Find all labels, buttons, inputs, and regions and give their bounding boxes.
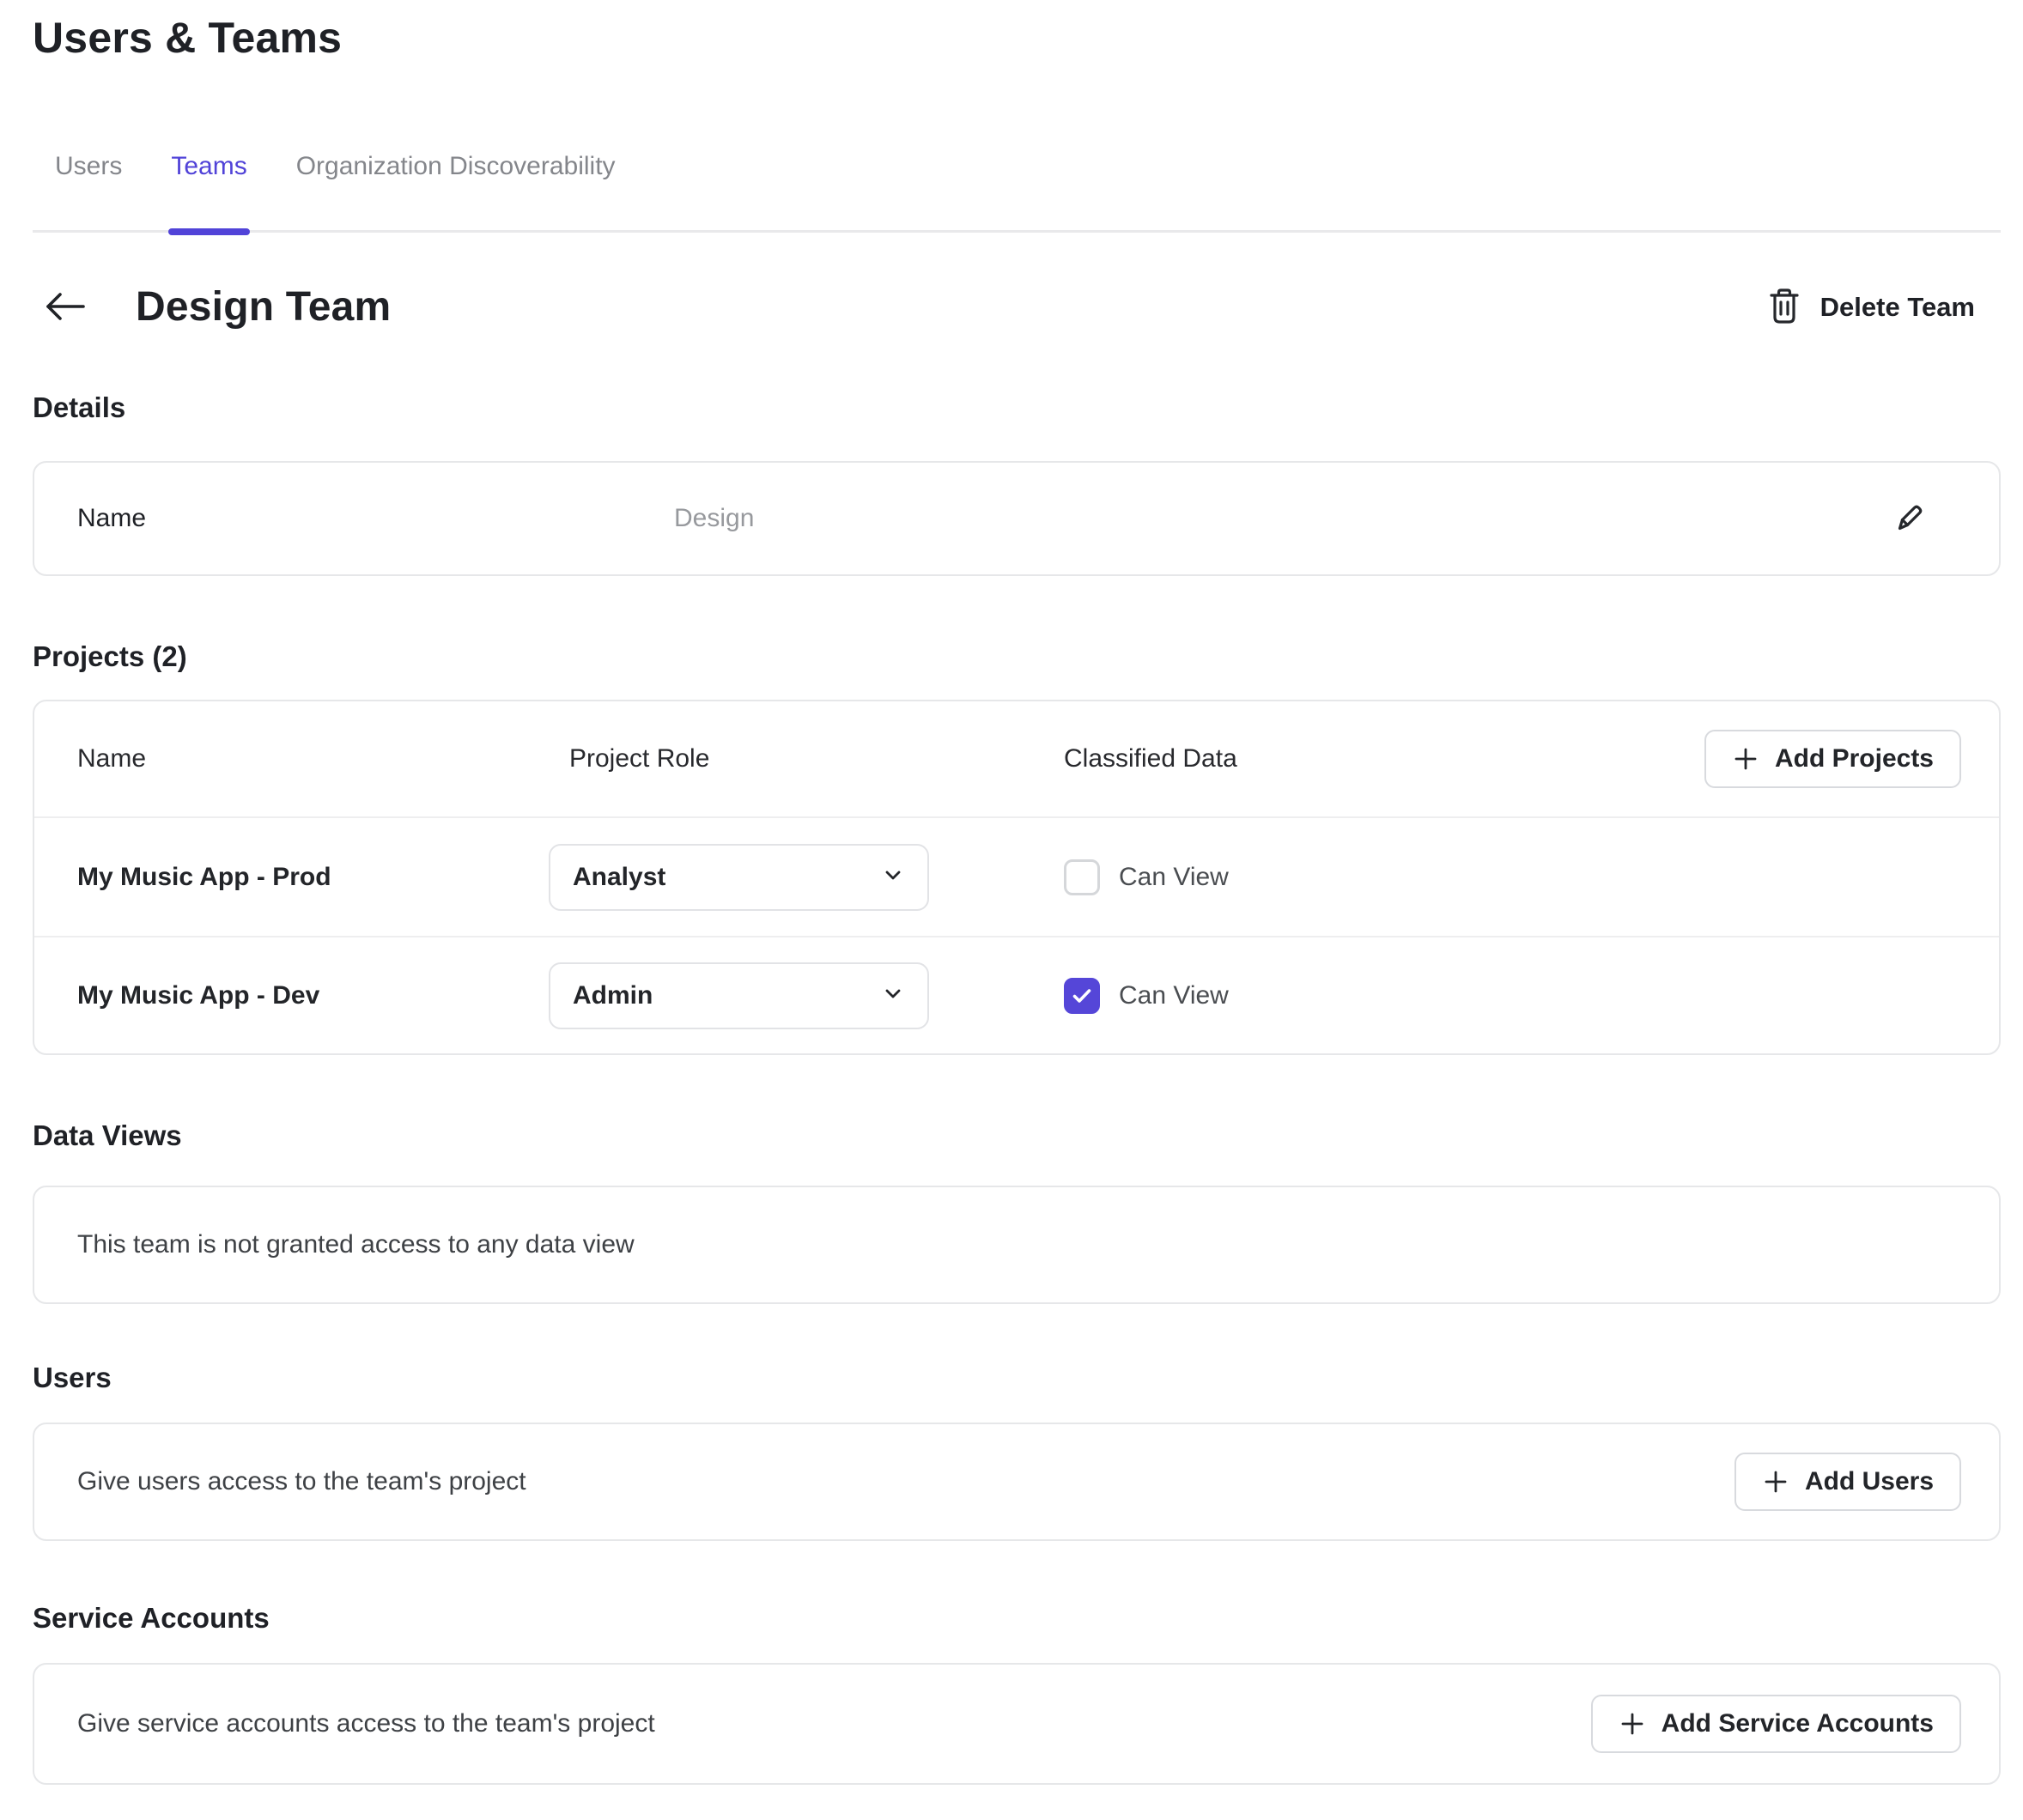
delete-team-label: Delete Team <box>1819 292 1975 322</box>
add-projects-label: Add Projects <box>1774 744 1934 773</box>
service-accounts-heading: Service Accounts <box>33 1602 270 1634</box>
team-header: Design Team Delete Team <box>33 281 2001 334</box>
arrow-left-icon <box>43 289 88 326</box>
projects-heading: Projects (2) <box>33 640 187 672</box>
data-views-card: This team is not granted access to any d… <box>33 1186 2001 1304</box>
can-view-checkbox[interactable] <box>1064 858 1100 895</box>
column-header-name: Name <box>77 744 147 773</box>
details-card: Name Design <box>33 461 2001 576</box>
trash-icon <box>1767 288 1801 328</box>
project-name: My Music App - Dev <box>77 980 320 1010</box>
project-role-value: Analyst <box>573 862 666 891</box>
data-views-heading: Data Views <box>33 1119 182 1151</box>
delete-team-button[interactable]: Delete Team <box>1767 288 1975 328</box>
tab-bar: Users Teams Organization Discoverability <box>33 151 2001 235</box>
chevron-down-icon <box>881 981 905 1010</box>
can-view-checkbox[interactable] <box>1064 977 1100 1014</box>
users-heading: Users <box>33 1362 112 1393</box>
name-field-label: Name <box>77 504 147 532</box>
plus-icon <box>1619 1710 1646 1738</box>
back-button[interactable] <box>43 290 88 325</box>
users-card: Give users access to the team's project … <box>33 1423 2001 1541</box>
add-users-label: Add Users <box>1804 1467 1934 1495</box>
pencil-icon <box>1889 499 1927 539</box>
table-row: My Music App - Prod Analyst Can View <box>34 818 1999 936</box>
name-field-value: Design <box>674 504 755 532</box>
service-accounts-card: Give service accounts access to the team… <box>33 1663 2001 1785</box>
chevron-down-icon <box>881 863 905 891</box>
can-view-label: Can View <box>1119 862 1229 891</box>
plus-icon <box>1762 1468 1789 1495</box>
project-role-value: Admin <box>573 980 653 1010</box>
projects-table-header: Name Project Role Classified Data Add Pr… <box>34 701 1999 818</box>
plus-icon <box>1732 745 1759 773</box>
classified-data-control: Can View <box>1064 977 1961 1014</box>
can-view-label: Can View <box>1119 980 1229 1010</box>
page-title: Users & Teams <box>33 14 343 62</box>
classified-data-control: Can View <box>1064 858 1961 895</box>
add-users-button[interactable]: Add Users <box>1734 1453 1961 1511</box>
add-projects-button[interactable]: Add Projects <box>1704 730 1961 788</box>
project-role-dropdown[interactable]: Analyst <box>549 843 929 911</box>
add-service-accounts-label: Add Service Accounts <box>1661 1709 1934 1738</box>
column-header-classified-data: Classified Data <box>1064 744 1237 773</box>
tab-organization-discoverability[interactable]: Organization Discoverability <box>295 152 616 180</box>
column-header-project-role: Project Role <box>569 744 710 773</box>
edit-name-button[interactable] <box>1889 499 1927 539</box>
data-views-empty-text: This team is not granted access to any d… <box>77 1230 635 1259</box>
table-row: My Music App - Dev Admin Can View <box>34 936 1999 1053</box>
project-role-dropdown[interactable]: Admin <box>549 962 929 1029</box>
details-heading: Details <box>33 391 126 423</box>
tab-teams[interactable]: Teams <box>168 152 251 235</box>
projects-table: Name Project Role Classified Data Add Pr… <box>33 700 2001 1055</box>
project-name: My Music App - Prod <box>77 862 331 891</box>
users-empty-text: Give users access to the team's project <box>77 1467 526 1495</box>
tab-users[interactable]: Users <box>55 152 123 180</box>
add-service-accounts-button[interactable]: Add Service Accounts <box>1590 1695 1961 1753</box>
team-title: Design Team <box>136 284 392 330</box>
service-accounts-empty-text: Give service accounts access to the team… <box>77 1709 655 1738</box>
